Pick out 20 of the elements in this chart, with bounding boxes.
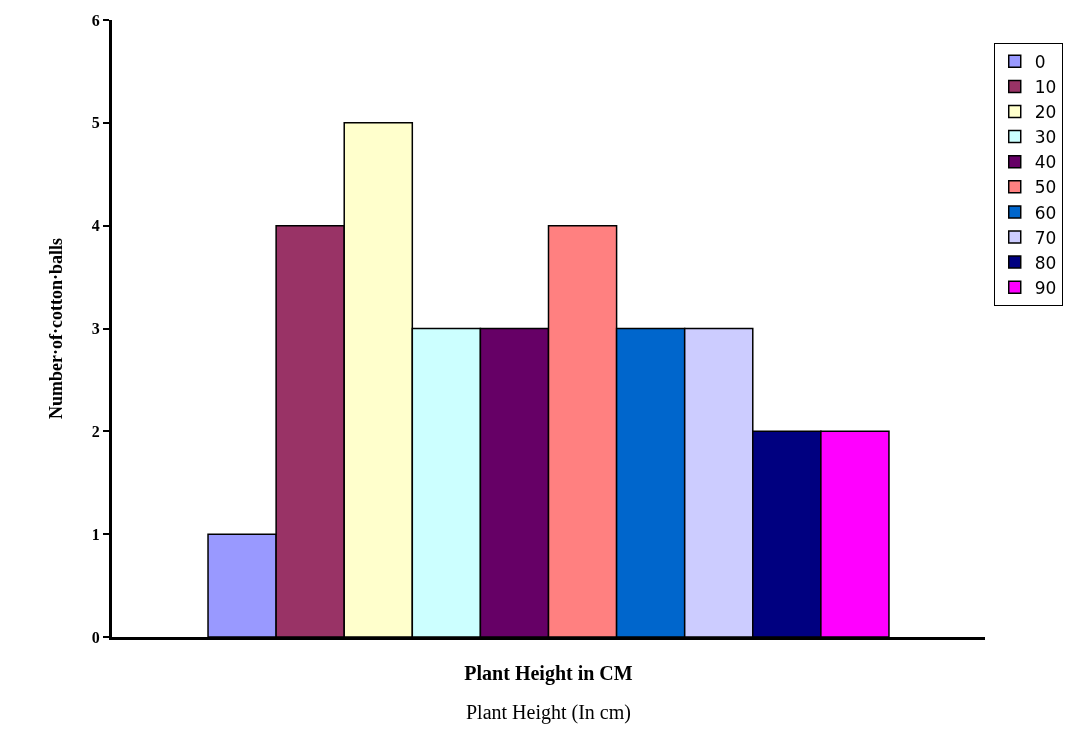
y-tick-label: 1 [91,525,100,543]
y-tick-label: 2 [91,422,100,440]
legend-label: 30 [1034,127,1057,148]
y-tick-label: 4 [91,217,100,235]
legend-label: 0 [1034,51,1046,72]
y-tick-label: 5 [91,114,100,132]
legend-label: 50 [1034,177,1057,198]
legend-label: 20 [1034,102,1057,123]
legend-label: 70 [1034,227,1057,248]
y-tick-label: 3 [91,320,100,338]
legend-label: 90 [1034,277,1057,298]
y-tick-label: 6 [91,11,100,29]
legend-label: 80 [1034,252,1057,273]
legend-label: 60 [1034,202,1057,223]
legend-label: 40 [1034,152,1057,173]
y-axis-title: Number·of·cotton·balls [46,237,66,420]
text: Plant Height (In cm) [466,701,631,724]
x-axis-title: Plant Height in CM [464,661,633,685]
legend-label: 10 [1034,77,1057,98]
y-tick-label: 0 [91,628,100,646]
